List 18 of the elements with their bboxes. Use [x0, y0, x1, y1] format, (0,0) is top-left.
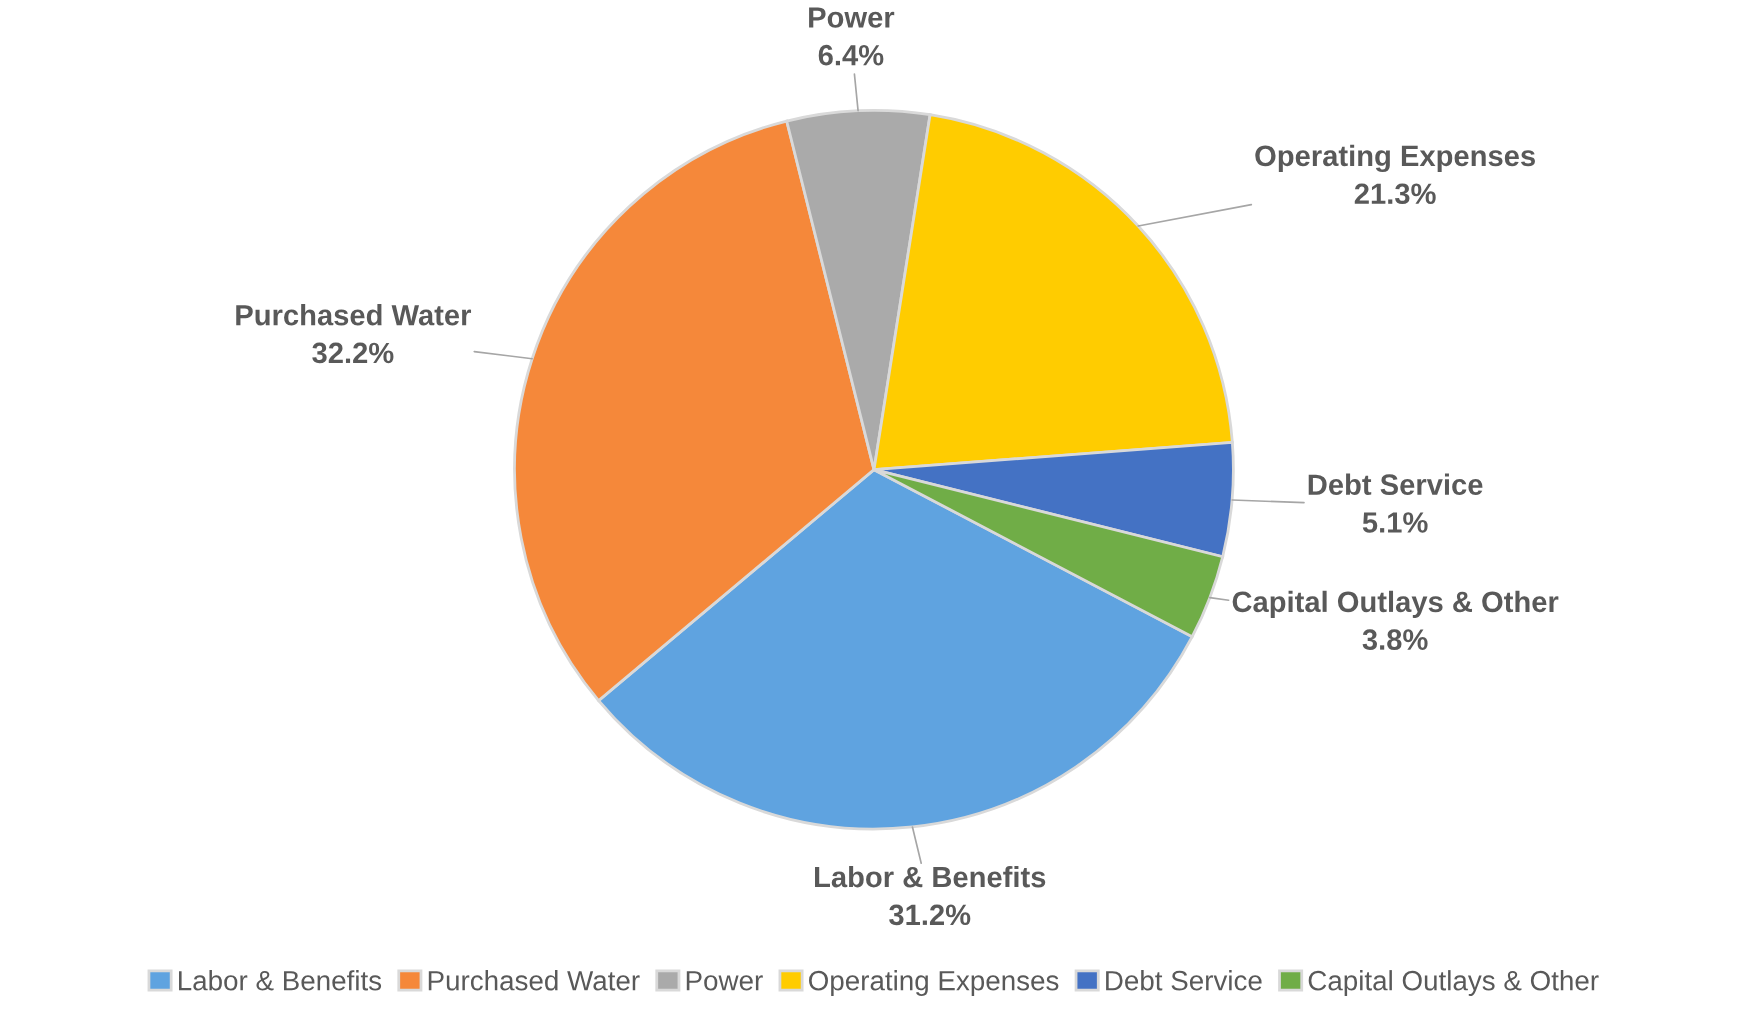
slice-label: Operating Expenses: [1255, 144, 1535, 173]
legend-label: Purchased Water: [428, 970, 640, 991]
slice-label: Debt Service: [1308, 473, 1483, 495]
legend-label: Operating Expenses: [809, 970, 1059, 996]
data-label: 31.2%: [889, 904, 971, 926]
legend-label: Debt Service: [1106, 970, 1262, 991]
legend-label: Labor & Benefits: [179, 970, 382, 991]
slice-label: Capital Outlays & Other: [1232, 590, 1559, 618]
legend-label: Capital Outlays & Other: [1308, 970, 1599, 996]
data-label: 21.3%: [1354, 183, 1436, 205]
data-label: 3.8%: [1362, 629, 1428, 650]
data-label: 6.4%: [818, 44, 884, 66]
data-label: 5.1%: [1362, 512, 1428, 533]
slice-label: Labor & Benefits: [815, 865, 1046, 888]
slice-label: Purchased Water: [236, 304, 472, 326]
slice-label: Power: [809, 7, 895, 28]
legend-label: Power: [686, 971, 763, 991]
data-label: 32.2%: [312, 342, 394, 364]
